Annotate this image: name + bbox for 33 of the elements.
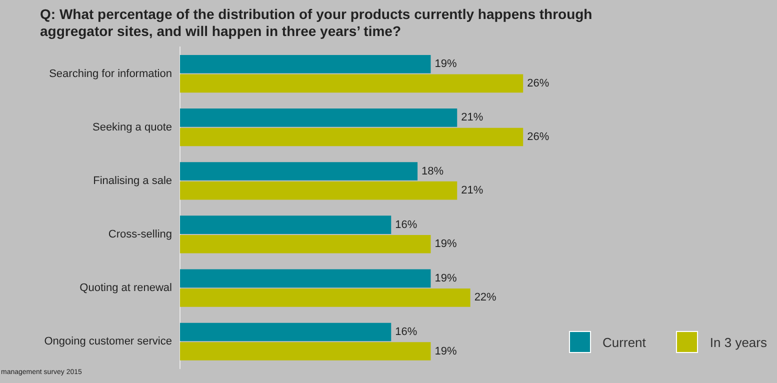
data-label: 16% <box>395 326 418 338</box>
data-label: 26% <box>527 77 550 90</box>
legend-label: Current <box>602 334 646 350</box>
y-tick-label: Quoting at renewal <box>80 282 172 294</box>
bar <box>180 128 524 146</box>
bar <box>180 162 418 180</box>
bar <box>180 288 470 307</box>
data-label: 21% <box>461 184 484 197</box>
bar <box>180 269 431 288</box>
y-tick-label: Seeking a quote <box>92 121 172 134</box>
y-tick-label: Searching for information <box>49 68 172 80</box>
data-label: 16% <box>395 218 418 231</box>
y-tick-label: Ongoing customer service <box>44 336 172 348</box>
data-label: 26% <box>527 131 550 144</box>
data-label: 19% <box>434 272 457 284</box>
bar <box>180 342 431 360</box>
data-label: 19% <box>434 58 457 70</box>
bar <box>180 181 458 200</box>
bar <box>180 54 431 74</box>
bar <box>180 216 392 234</box>
data-label: 22% <box>474 292 497 304</box>
bar <box>180 74 524 93</box>
y-tick-label: Cross-selling <box>108 228 172 241</box>
data-label: 19% <box>434 345 457 358</box>
chart-title: Q: What percentage of the distribution of your products currently happens through aggregator sites, and will happen in three years’ time? <box>40 6 594 40</box>
y-tick-label: Finalising a sale <box>93 174 172 187</box>
legend-label: In 3 years <box>710 334 767 350</box>
bar <box>180 108 458 127</box>
bar <box>180 322 392 342</box>
data-label: 19% <box>434 238 457 250</box>
data-label: 18% <box>422 165 444 178</box>
data-label: 21% <box>461 112 484 124</box>
bar <box>180 234 431 254</box>
